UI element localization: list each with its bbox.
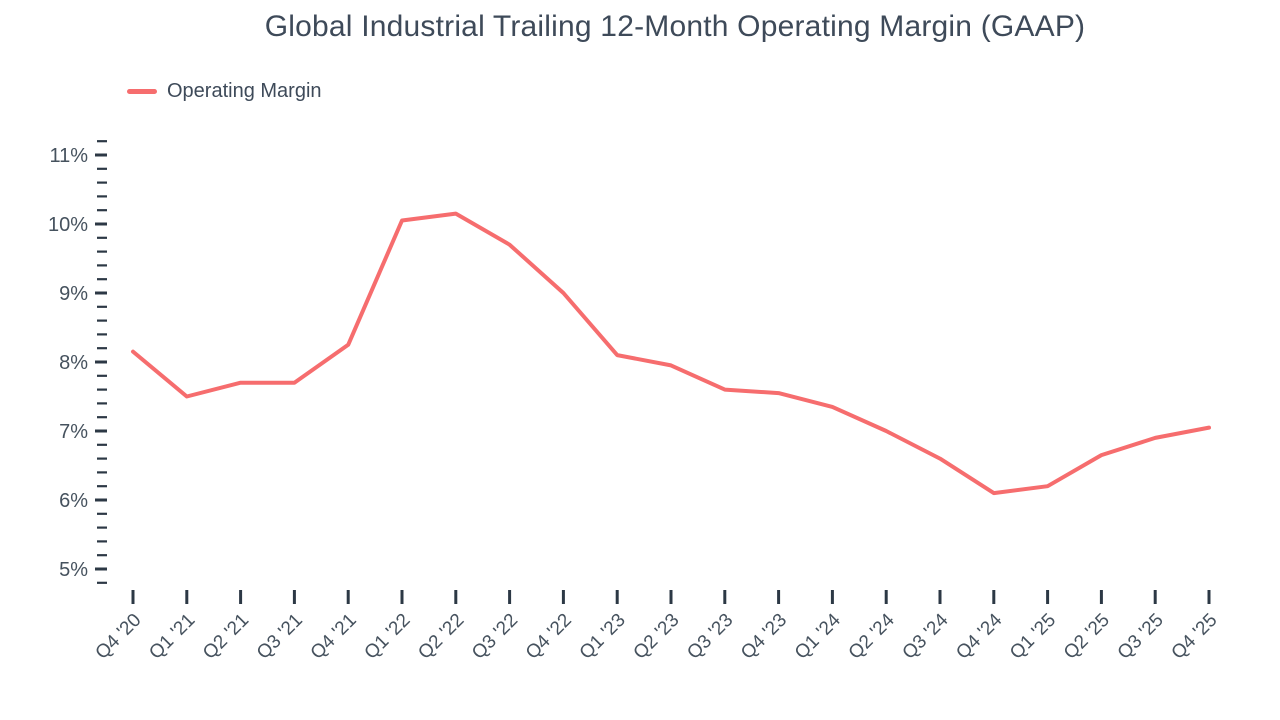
legend[interactable]: Operating Margin [127, 80, 322, 103]
x-axis-label: Q3 '25 [1114, 610, 1168, 664]
x-axis-label: Q2 '24 [845, 609, 899, 663]
x-axis-label: Q4 '21 [307, 610, 361, 664]
legend-line-swatch [127, 89, 157, 94]
x-axis-label: Q4 '20 [92, 610, 146, 664]
x-axis-label: Q3 '21 [253, 610, 307, 664]
x-axis-label: Q4 '23 [737, 610, 791, 664]
y-axis-label: 6% [59, 490, 88, 512]
x-axis-label: Q2 '25 [1060, 610, 1114, 664]
x-axis-label: Q2 '23 [630, 610, 684, 664]
x-axis-label: Q2 '22 [414, 610, 468, 664]
series-line-operating-margin [131, 211, 1211, 496]
y-axis-label: 8% [59, 352, 88, 374]
x-axis-label: Q4 '24 [952, 609, 1006, 663]
x-axis-label: Q3 '22 [468, 610, 522, 664]
x-axis-label: Q3 '24 [899, 609, 953, 663]
y-axis-label: 5% [59, 559, 88, 581]
y-axis-label: 11% [49, 145, 88, 167]
x-axis-label: Q1 '25 [1006, 610, 1060, 664]
x-axis-label: Q4 '22 [522, 610, 576, 664]
legend-label: Operating Margin [167, 80, 322, 102]
y-axis-label: 10% [48, 214, 88, 236]
y-axis-label: 7% [59, 421, 88, 443]
x-axis-label: Q4 '25 [1168, 610, 1222, 664]
y-axis-label: 9% [59, 283, 88, 305]
x-axis-label: Q2 '21 [199, 610, 253, 664]
x-axis-label: Q1 '24 [791, 609, 845, 663]
x-axis-label: Q3 '23 [683, 610, 737, 664]
x-axis-label: Q1 '22 [361, 610, 415, 664]
chart-title: Global Industrial Trailing 12-Month Oper… [264, 10, 1086, 43]
x-axis-label: Q1 '21 [145, 610, 199, 664]
x-axis-label: Q1 '23 [576, 610, 630, 664]
